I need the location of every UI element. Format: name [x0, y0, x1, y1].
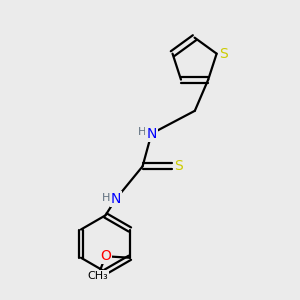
Text: N: N — [111, 192, 121, 206]
Text: H: H — [102, 193, 110, 203]
Text: S: S — [219, 47, 227, 61]
Text: N: N — [146, 127, 157, 141]
Text: CH₃: CH₃ — [88, 271, 108, 281]
Text: H: H — [138, 128, 146, 137]
Text: S: S — [175, 159, 183, 173]
Text: O: O — [100, 249, 111, 263]
